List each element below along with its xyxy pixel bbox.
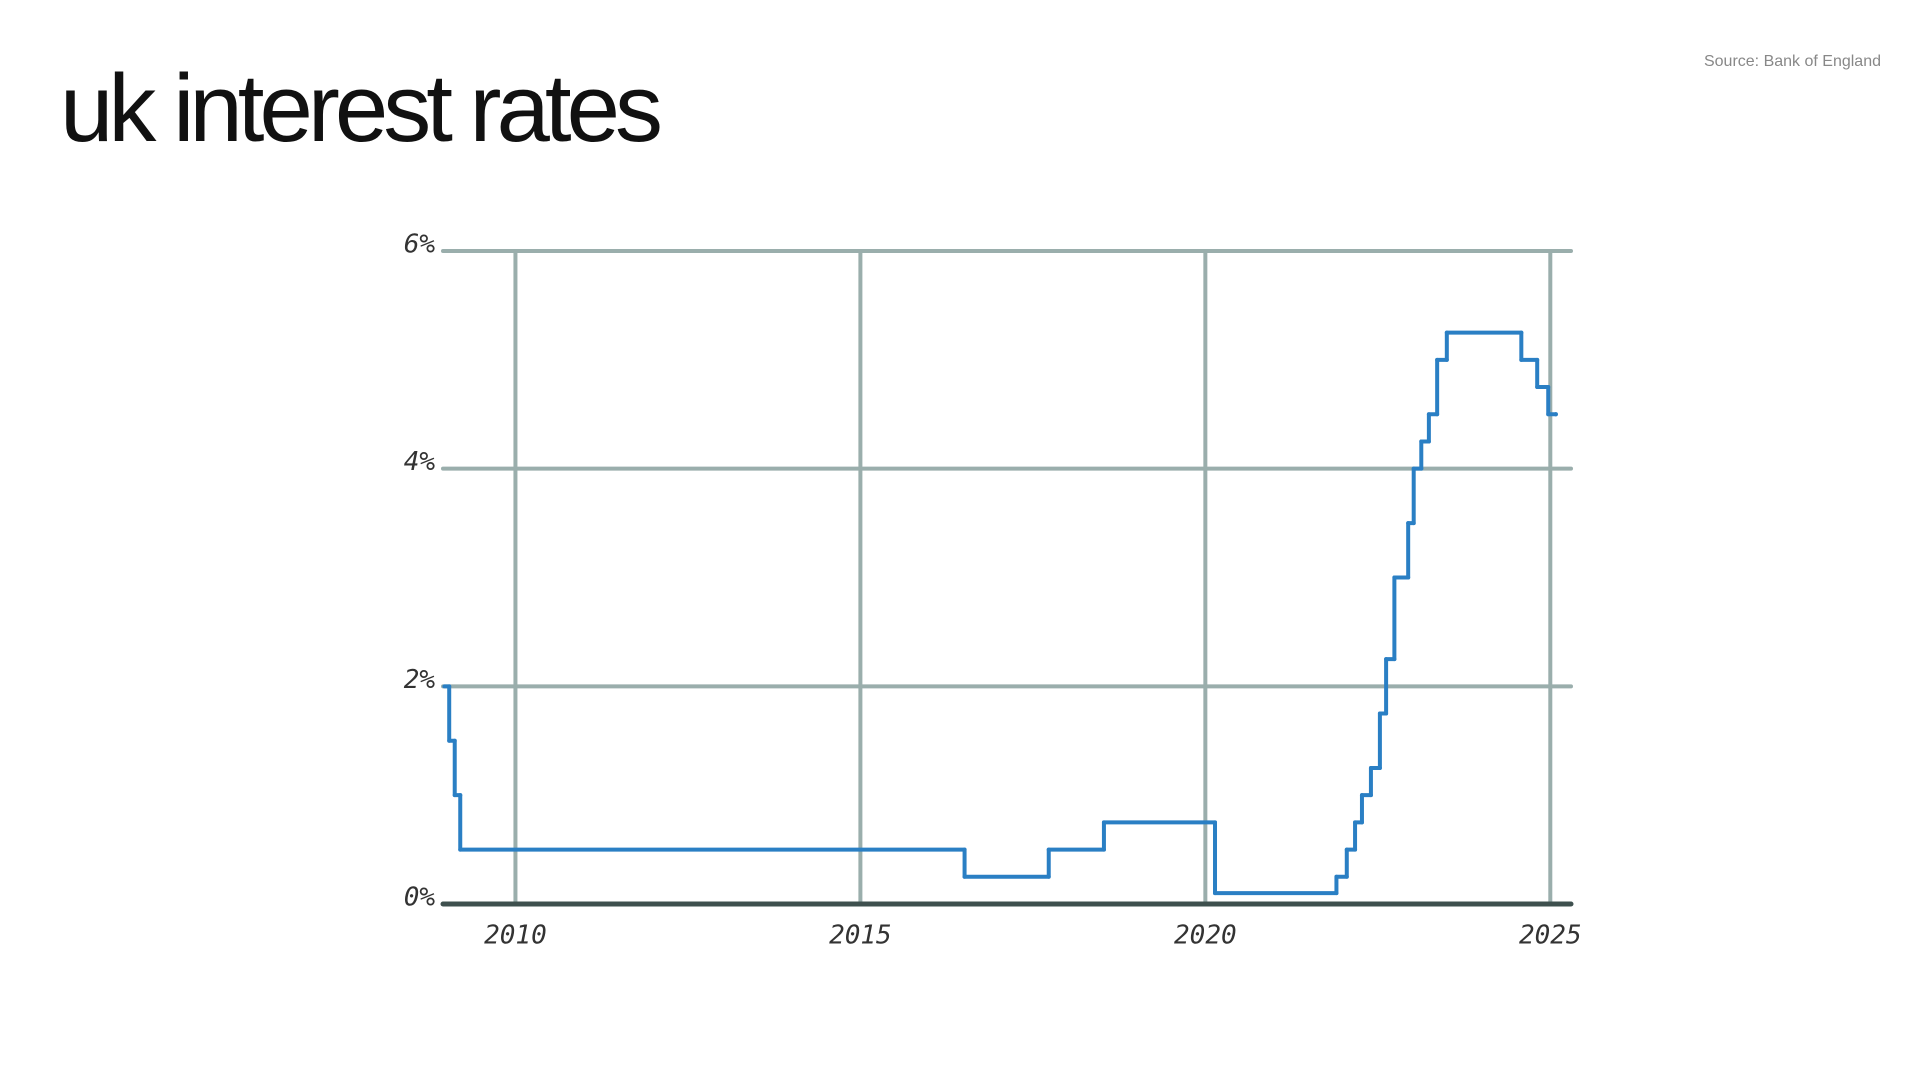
slide-title: uk interest rates [60, 55, 660, 162]
x-tick-label: 2020 [1174, 921, 1237, 951]
source-note: Source: Bank of England [1704, 53, 1881, 70]
x-tick-label: 2010 [484, 921, 547, 951]
x-tick-label: 2015 [829, 921, 892, 951]
y-tick-label: 2% [404, 665, 436, 695]
x-tick-label: 2025 [1519, 921, 1582, 951]
rate-end [1553, 412, 1558, 417]
y-tick-label: 4% [404, 447, 436, 477]
y-tick-label: 0% [404, 883, 436, 913]
y-tick-label: 6% [404, 230, 436, 260]
